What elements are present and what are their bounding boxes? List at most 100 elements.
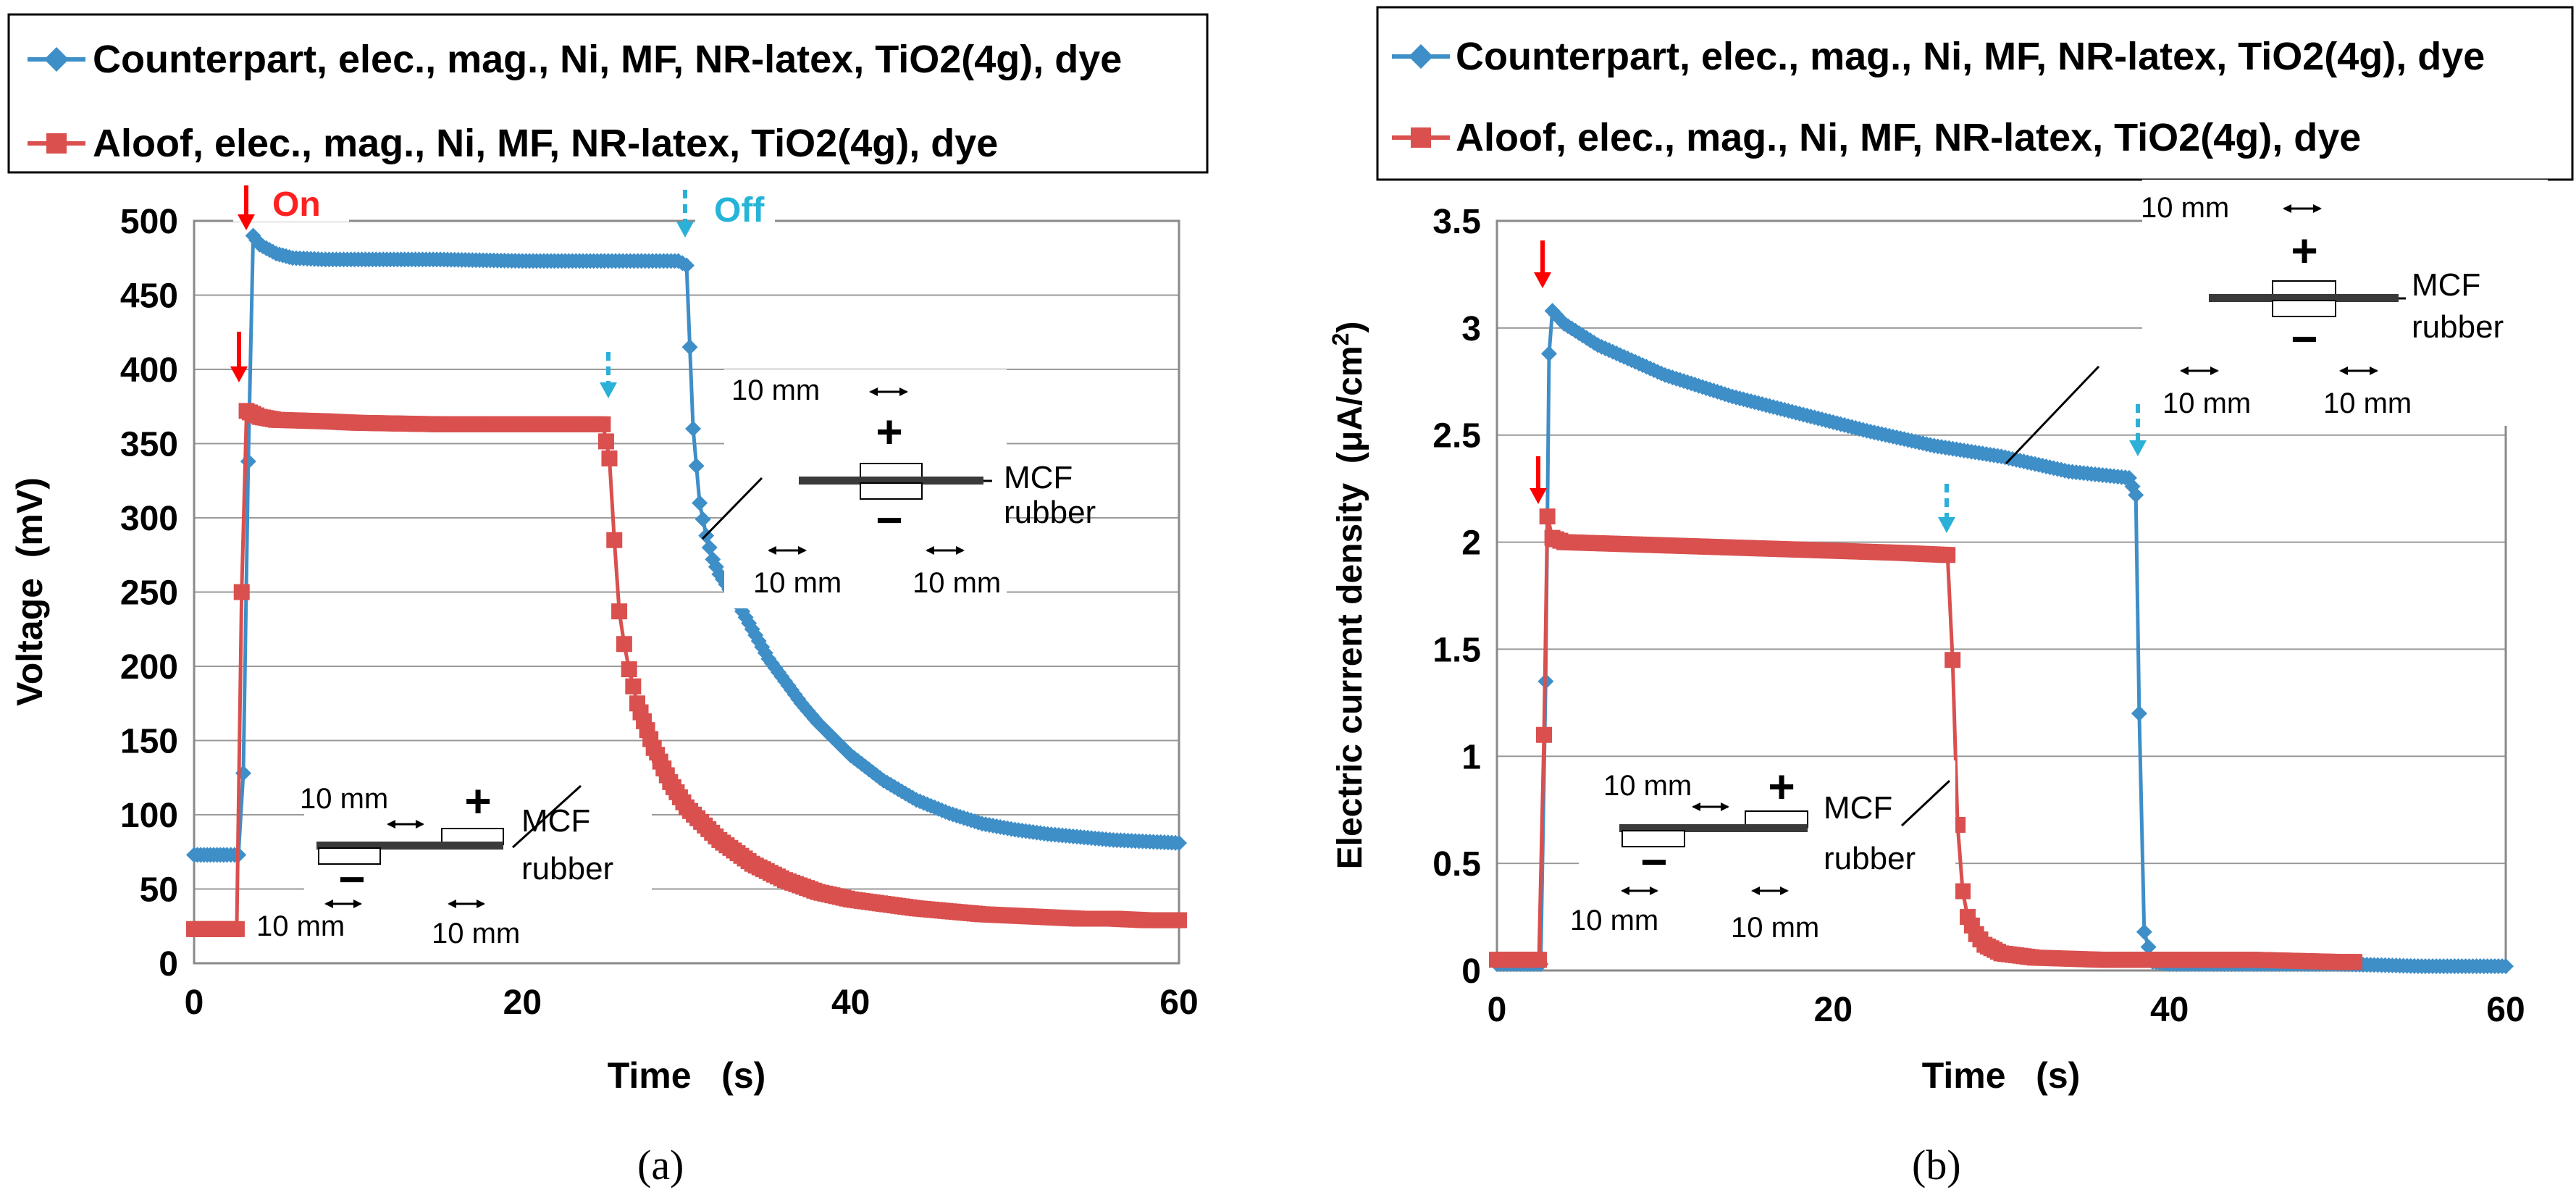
data-point-aloof xyxy=(597,433,614,450)
inset-dim-right: 10 mm xyxy=(1731,912,1819,944)
data-point-aloof xyxy=(228,921,245,937)
y-tick-label: 1.5 xyxy=(1432,631,1481,669)
aloof-on-arrow xyxy=(230,332,248,382)
y-tick-label: 0 xyxy=(1461,952,1481,991)
plus-sign: + xyxy=(464,775,491,827)
x-tick-label: 0 xyxy=(1488,991,1507,1029)
data-point-aloof xyxy=(601,450,618,466)
counterpart-off-arrow xyxy=(2129,404,2147,456)
data-point-aloof xyxy=(625,678,642,695)
data-point-counterpart xyxy=(2140,939,2157,955)
data-point-counterpart xyxy=(681,339,698,356)
data-point-aloof xyxy=(1536,726,1553,743)
data-point-counterpart xyxy=(2131,705,2147,722)
counterpart-on-arrow xyxy=(1534,240,1551,288)
data-point-counterpart xyxy=(688,458,705,474)
data-point-counterpart xyxy=(240,453,256,470)
x-tick-label: 0 xyxy=(185,984,204,1022)
y-tick-label: 500 xyxy=(120,203,178,241)
y-tick-label: 300 xyxy=(120,500,178,538)
data-point-counterpart xyxy=(2498,958,2514,975)
dimension-arrow xyxy=(926,546,965,555)
inset-dim-left: 10 mm xyxy=(256,910,345,942)
plot-frame-b xyxy=(1495,219,2507,972)
y-tick-label: 250 xyxy=(120,574,178,613)
panel-label-a: (a) xyxy=(637,1141,684,1188)
legend-marker-square xyxy=(46,133,67,154)
x-tick-label: 60 xyxy=(2486,991,2525,1029)
legend-a: Counterpart, elec., mag., Ni, MF, NR-lat… xyxy=(7,13,1209,174)
legend-marker-diamond xyxy=(1409,44,1433,69)
y-tick-label: 200 xyxy=(120,648,178,687)
inset-upper-a: 10 mm + − MCF rubber 10 mm 10 mm xyxy=(701,369,1096,608)
mcf-label: MCF xyxy=(1004,460,1073,495)
on-arrow xyxy=(238,185,255,230)
data-point-counterpart xyxy=(701,540,718,555)
y-axis-title-b: Electric current density (μA/cm2) xyxy=(1327,322,1369,870)
inset-lower-a: 10 mm + − MCF rubber 10 mm 10 mm xyxy=(256,760,652,956)
inset-dim-top: 10 mm xyxy=(300,783,388,815)
data-point-aloof xyxy=(616,636,632,653)
inset-upper-b: 10 mm + − MCF rubber 10 mm 10 mm xyxy=(2005,180,2548,465)
plus-sign: + xyxy=(2291,225,2317,277)
y-tick-label: 150 xyxy=(120,723,178,761)
legend-box-a xyxy=(7,13,1209,174)
y-tick-label: 2.5 xyxy=(1432,417,1481,456)
data-point-aloof xyxy=(2346,954,2363,970)
dimension-arrow xyxy=(1621,886,1658,895)
y-tick-label: 350 xyxy=(120,426,178,464)
legend-entry-counterpart: Counterpart, elec., mag., Ni, MF, NR-lat… xyxy=(1456,35,2485,78)
y-axis-title-a: Voltage (mV) xyxy=(9,477,50,706)
off-label: Off xyxy=(714,191,765,230)
mcf-label: MCF xyxy=(521,803,590,839)
minus-sign: − xyxy=(2291,313,2317,365)
data-point-counterpart xyxy=(695,511,711,528)
y-tick-label: 2 xyxy=(1461,524,1481,563)
data-point-aloof xyxy=(233,584,250,600)
inset-dim-left: 10 mm xyxy=(1570,905,1658,936)
plus-sign: + xyxy=(876,406,902,458)
dimension-arrow xyxy=(869,387,908,396)
dimension-arrow xyxy=(448,900,485,908)
y-tick-label: 400 xyxy=(120,351,178,390)
rubber-label: rubber xyxy=(1824,841,1916,876)
data-point-aloof xyxy=(1539,508,1556,525)
x-tick-label: 60 xyxy=(1159,984,1198,1022)
legend-entry-aloof: Aloof, elec., mag., Ni, MF, NR-latex, Ti… xyxy=(1456,116,2361,159)
inset-dim-top: 10 mm xyxy=(1603,770,1692,802)
panel-a: 0 50 100 150 200 250 300 350 400 450 500 0 20 40 60 C… xyxy=(7,13,1209,1188)
minus-sign: − xyxy=(338,853,365,905)
legend-marker-square xyxy=(1411,127,1431,148)
rubber-label: rubber xyxy=(1004,495,1096,530)
data-point-counterpart xyxy=(692,495,708,511)
x-tick-label: 20 xyxy=(1814,991,1853,1029)
data-point-aloof xyxy=(611,603,628,620)
x-tick-label: 40 xyxy=(2150,991,2189,1029)
legend-entry-counterpart: Counterpart, elec., mag., Ni, MF, NR-lat… xyxy=(93,38,1122,81)
legend-marker-diamond xyxy=(44,47,69,72)
data-point-aloof xyxy=(1171,912,1187,928)
data-point-counterpart xyxy=(685,421,702,437)
dimension-arrow xyxy=(324,900,362,908)
aloof-on-arrow xyxy=(1530,456,1547,504)
data-point-counterpart xyxy=(1171,834,1187,851)
minus-sign: − xyxy=(1640,836,1667,888)
pointer-line xyxy=(511,784,582,849)
inset-dim-right: 10 mm xyxy=(2323,387,2412,419)
aloof-off-arrow xyxy=(1938,484,1955,533)
dimension-arrow xyxy=(1751,886,1789,895)
legend-box-b xyxy=(1376,6,2574,181)
rubber-label: rubber xyxy=(521,851,613,886)
dimension-arrow xyxy=(2339,366,2378,375)
dimension-arrow xyxy=(768,546,807,555)
data-point-counterpart xyxy=(2136,923,2152,940)
data-point-aloof xyxy=(1939,547,1956,563)
off-arrow xyxy=(676,190,694,238)
data-point-counterpart xyxy=(679,257,695,274)
y-tick-label: 3.5 xyxy=(1432,203,1481,241)
panel-b: 0 0.5 1 1.5 2 2.5 3 3.5 0 20 40 60 Counterpart, el… xyxy=(1327,6,2574,1188)
inset-dim-left: 10 mm xyxy=(2162,387,2251,419)
aloof-off-arrow xyxy=(600,352,617,398)
y-tick-label: 1 xyxy=(1461,738,1481,776)
data-point-aloof xyxy=(1955,883,1971,900)
